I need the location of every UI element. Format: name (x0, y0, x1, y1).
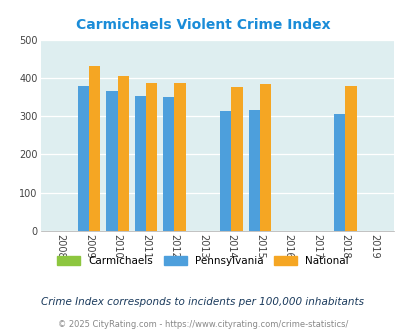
Text: Carmichaels Violent Crime Index: Carmichaels Violent Crime Index (75, 18, 330, 32)
Bar (174, 83, 185, 231)
Bar (146, 83, 157, 231)
Bar (259, 84, 271, 231)
Bar (77, 86, 89, 231)
Text: Crime Index corresponds to incidents per 100,000 inhabitants: Crime Index corresponds to incidents per… (41, 297, 364, 307)
Bar (106, 91, 117, 231)
Text: © 2025 CityRating.com - https://www.cityrating.com/crime-statistics/: © 2025 CityRating.com - https://www.city… (58, 319, 347, 329)
Bar (134, 96, 146, 231)
Bar (220, 111, 231, 231)
Bar (333, 114, 345, 231)
Bar (248, 111, 259, 231)
Legend: Carmichaels, Pennsylvania, National: Carmichaels, Pennsylvania, National (53, 252, 352, 270)
Bar (163, 97, 174, 231)
Bar (117, 76, 129, 231)
Bar (89, 66, 100, 231)
Bar (345, 86, 356, 231)
Bar (231, 87, 242, 231)
